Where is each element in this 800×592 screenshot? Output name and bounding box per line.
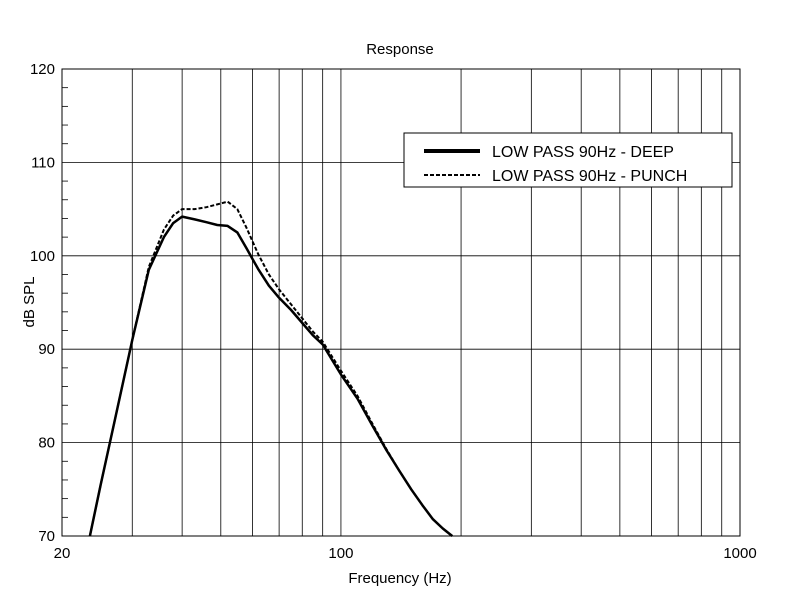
y-tick-label: 80 [38,435,55,452]
legend-label-punch: LOW PASS 90Hz - PUNCH [492,168,687,185]
y-tick-label: 90 [38,341,55,358]
x-tick-labels: 20 100 1000 [54,545,757,562]
series-line-punch [88,200,453,537]
x-tick-label: 1000 [723,545,756,562]
plot-frame [61,68,741,537]
x-tick-label: 100 [328,545,353,562]
y-tick-label: 110 [31,154,55,171]
x-tick-label: 20 [54,545,71,562]
y-tick-label: 70 [38,528,55,545]
y-tick-label: 100 [30,248,55,265]
series-line-deep [88,215,453,537]
legend-box [403,132,733,188]
y-tick-labels: 70 80 90 100 110 120 [30,61,55,545]
legend: LOW PASS 90Hz - DEEP LOW PASS 90Hz - PUN… [403,132,733,188]
series-lines [88,200,453,537]
legend-label-deep: LOW PASS 90Hz - DEEP [492,144,674,161]
chart-title: Response [366,41,434,58]
y-axis-title: dB SPL [21,277,38,328]
x-axis-title: Frequency (Hz) [348,570,451,587]
y-tick-label: 120 [30,61,55,78]
